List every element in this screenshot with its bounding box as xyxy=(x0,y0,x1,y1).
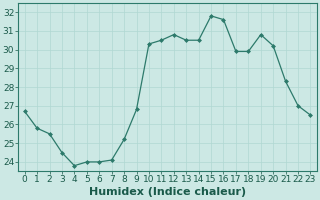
X-axis label: Humidex (Indice chaleur): Humidex (Indice chaleur) xyxy=(89,187,246,197)
